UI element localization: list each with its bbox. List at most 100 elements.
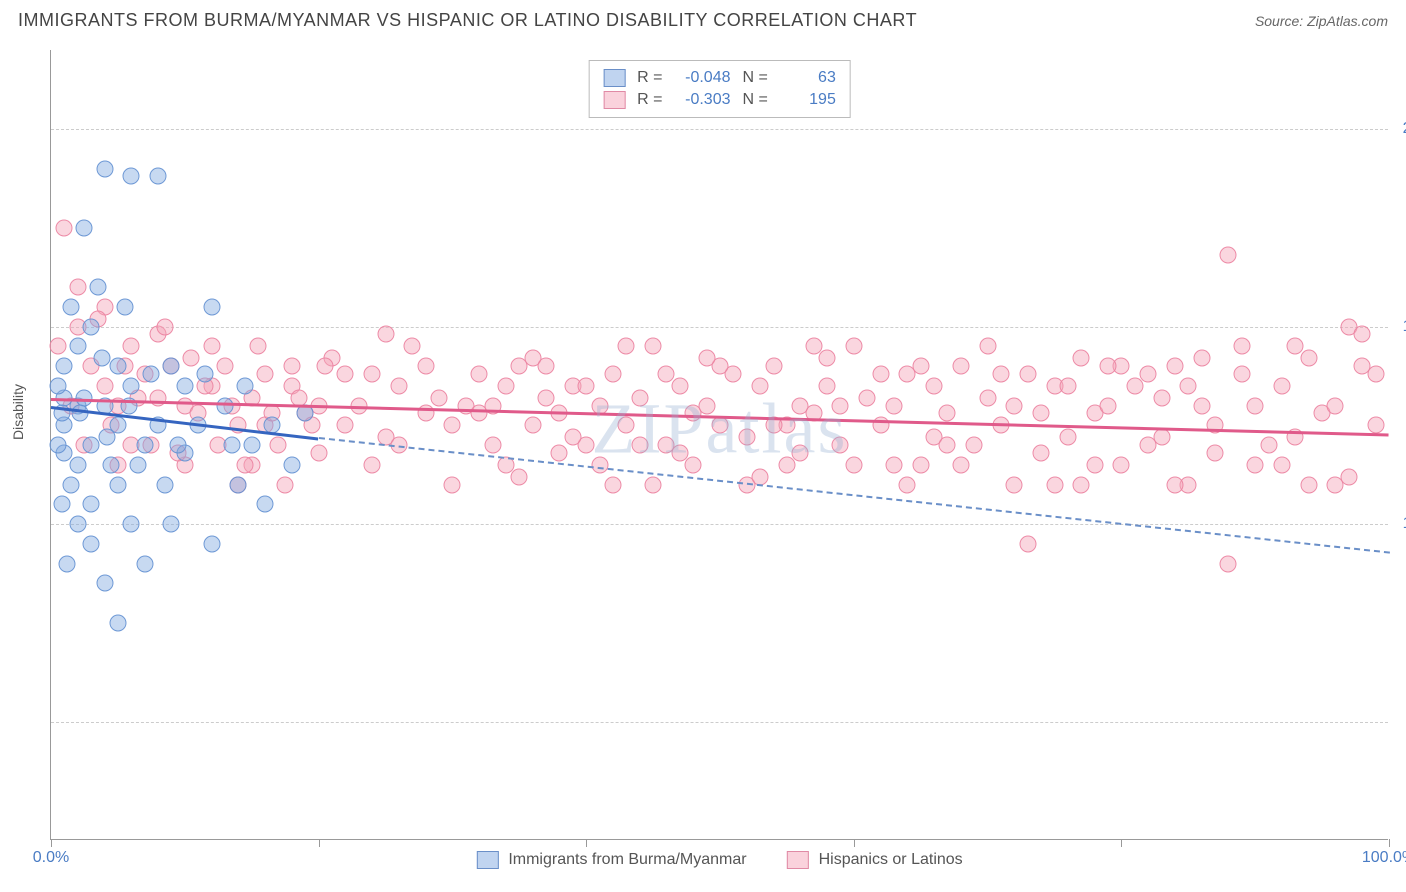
scatter-point — [96, 377, 113, 394]
scatter-point — [819, 377, 836, 394]
scatter-point — [283, 358, 300, 375]
scatter-point — [832, 397, 849, 414]
scatter-point — [99, 429, 116, 446]
r-label: R = — [637, 91, 662, 109]
scatter-point — [671, 444, 688, 461]
scatter-point — [1273, 377, 1290, 394]
scatter-point — [83, 437, 100, 454]
scatter-point — [183, 350, 200, 367]
scatter-point — [163, 516, 180, 533]
scatter-point — [1300, 350, 1317, 367]
scatter-point — [1059, 429, 1076, 446]
scatter-point — [859, 389, 876, 406]
scatter-point — [618, 338, 635, 355]
scatter-point — [538, 358, 555, 375]
x-tick — [1121, 839, 1122, 847]
scatter-point — [96, 160, 113, 177]
scatter-point — [129, 456, 146, 473]
scatter-point — [310, 444, 327, 461]
scatter-point — [1033, 444, 1050, 461]
scatter-point — [109, 614, 126, 631]
header: IMMIGRANTS FROM BURMA/MYANMAR VS HISPANI… — [0, 0, 1406, 39]
n-value: 195 — [780, 91, 836, 109]
scatter-point — [1340, 468, 1357, 485]
scatter-point — [952, 358, 969, 375]
scatter-point — [203, 535, 220, 552]
stats-row-blue: R = -0.048 N = 63 — [603, 67, 836, 89]
scatter-point — [216, 397, 233, 414]
scatter-point — [143, 365, 160, 382]
scatter-point — [76, 389, 93, 406]
scatter-point — [1233, 338, 1250, 355]
scatter-point — [223, 437, 240, 454]
scatter-point — [123, 338, 140, 355]
chart-plot-area: ZIPatlas R = -0.048 N = 63 R = -0.303 N … — [50, 50, 1388, 840]
scatter-point — [966, 437, 983, 454]
scatter-point — [444, 417, 461, 434]
scatter-point — [939, 437, 956, 454]
gridline — [51, 327, 1388, 328]
scatter-point — [1073, 476, 1090, 493]
swatch-blue-icon — [476, 851, 498, 869]
scatter-point — [538, 389, 555, 406]
legend-item-blue: Immigrants from Burma/Myanmar — [476, 851, 746, 869]
scatter-point — [69, 338, 86, 355]
scatter-point — [237, 377, 254, 394]
scatter-point — [1073, 350, 1090, 367]
scatter-point — [283, 456, 300, 473]
scatter-point — [752, 377, 769, 394]
scatter-point — [1100, 397, 1117, 414]
scatter-point — [926, 377, 943, 394]
scatter-point — [912, 456, 929, 473]
gridline — [51, 722, 1388, 723]
y-axis-label: Disability — [10, 384, 26, 440]
scatter-point — [49, 338, 66, 355]
scatter-point — [1006, 397, 1023, 414]
scatter-point — [471, 365, 488, 382]
scatter-point — [83, 535, 100, 552]
scatter-point — [819, 350, 836, 367]
scatter-point — [63, 298, 80, 315]
scatter-point — [49, 377, 66, 394]
scatter-point — [270, 437, 287, 454]
scatter-point — [578, 377, 595, 394]
scatter-point — [59, 555, 76, 572]
scatter-point — [618, 417, 635, 434]
scatter-point — [103, 456, 120, 473]
scatter-point — [1033, 405, 1050, 422]
scatter-point — [109, 476, 126, 493]
scatter-point — [939, 405, 956, 422]
scatter-point — [337, 365, 354, 382]
scatter-point — [551, 444, 568, 461]
scatter-point — [524, 417, 541, 434]
scatter-point — [163, 358, 180, 375]
swatch-pink-icon — [603, 91, 625, 109]
scatter-point — [1086, 456, 1103, 473]
scatter-point — [257, 365, 274, 382]
scatter-point — [1367, 417, 1384, 434]
r-value: -0.303 — [675, 91, 731, 109]
scatter-point — [1059, 377, 1076, 394]
scatter-point — [250, 338, 267, 355]
n-label: N = — [743, 91, 768, 109]
x-tick-label: 100.0% — [1362, 849, 1406, 867]
x-tick — [51, 839, 52, 847]
scatter-point — [170, 437, 187, 454]
scatter-point — [176, 377, 193, 394]
scatter-point — [1233, 365, 1250, 382]
y-tick-label: 10.0% — [1403, 515, 1406, 533]
y-tick-label: 20.0% — [1403, 120, 1406, 138]
x-tick — [319, 839, 320, 847]
scatter-point — [1220, 247, 1237, 264]
bottom-legend: Immigrants from Burma/Myanmar Hispanics … — [476, 851, 962, 869]
scatter-point — [604, 476, 621, 493]
x-tick-label: 0.0% — [33, 849, 69, 867]
scatter-point — [1193, 397, 1210, 414]
scatter-point — [872, 365, 889, 382]
scatter-point — [1273, 456, 1290, 473]
scatter-point — [150, 168, 167, 185]
gridline — [51, 524, 1388, 525]
scatter-point — [979, 389, 996, 406]
scatter-point — [390, 377, 407, 394]
scatter-point — [1300, 476, 1317, 493]
